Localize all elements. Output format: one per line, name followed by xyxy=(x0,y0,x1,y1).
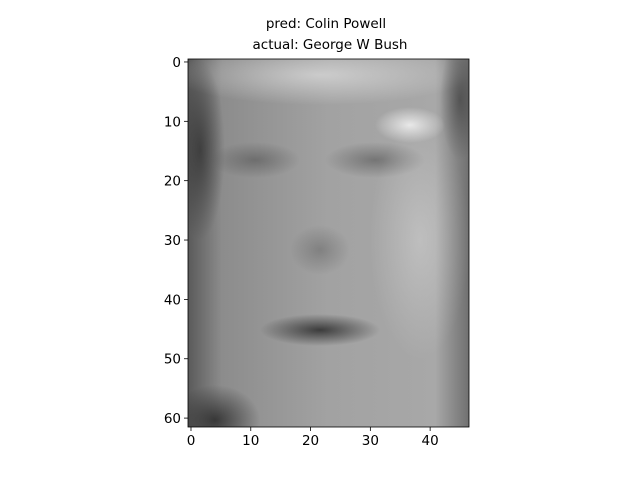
x-tick-label: 20 xyxy=(302,433,319,449)
axes-frame xyxy=(187,58,470,428)
x-tick-label: 10 xyxy=(242,433,259,449)
y-tick-label: 50 xyxy=(164,352,181,368)
y-tick-label: 40 xyxy=(164,292,181,308)
x-tick-label: 0 xyxy=(187,433,196,449)
y-tick-label: 0 xyxy=(172,55,181,71)
title-line: actual: George W Bush xyxy=(253,37,408,53)
x-tick-label: 40 xyxy=(422,433,439,449)
y-tick-label: 20 xyxy=(164,174,181,190)
y-tick-label: 30 xyxy=(164,233,181,249)
title-line: pred: Colin Powell xyxy=(266,16,386,32)
y-tick-label: 10 xyxy=(164,114,181,130)
x-tick-label: 30 xyxy=(362,433,379,449)
y-tick-label: 60 xyxy=(164,411,181,427)
face-image xyxy=(188,59,469,427)
